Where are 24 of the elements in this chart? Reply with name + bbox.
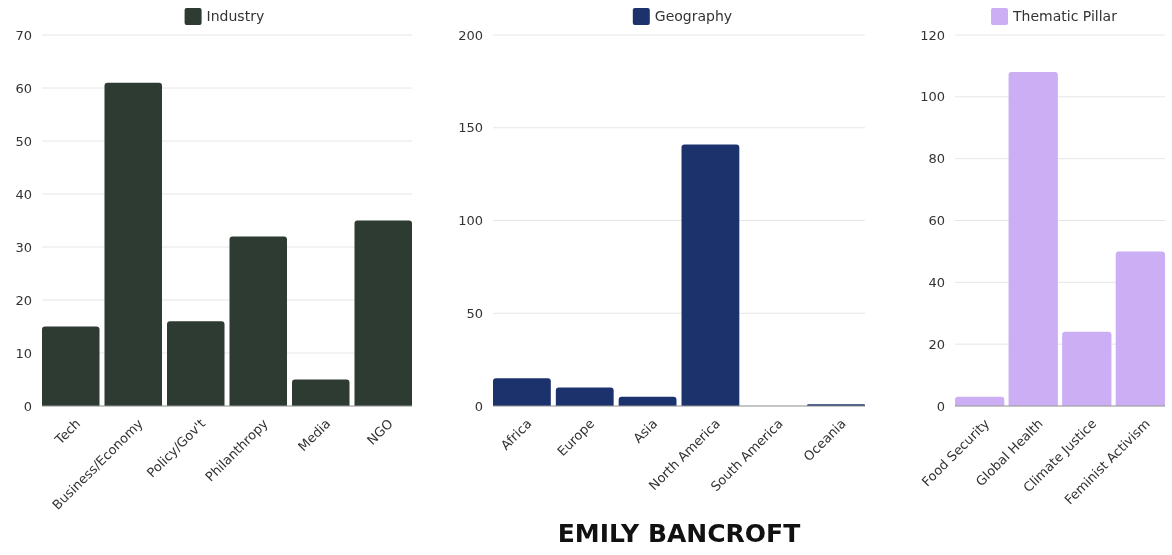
y-tick-label: 30 bbox=[15, 239, 32, 255]
legend-label: Geography bbox=[654, 7, 733, 24]
y-tick-label: 20 bbox=[928, 336, 945, 352]
y-tick-label: 50 bbox=[466, 305, 483, 321]
y-tick-label: 80 bbox=[928, 151, 945, 167]
y-tick-label: 0 bbox=[23, 398, 32, 414]
y-tick-label: 70 bbox=[15, 27, 32, 43]
y-tick-label: 100 bbox=[458, 213, 483, 229]
y-tick-label: 0 bbox=[474, 398, 483, 414]
y-tick-label: 60 bbox=[928, 213, 945, 229]
y-tick-label: 60 bbox=[15, 80, 32, 96]
y-tick-label: 20 bbox=[15, 292, 32, 308]
y-tick-label: 0 bbox=[936, 398, 945, 414]
y-tick-label: 40 bbox=[15, 186, 32, 202]
legend-label: Thematic Pillar bbox=[1012, 7, 1118, 24]
y-tick-label: 200 bbox=[458, 27, 483, 43]
y-tick-label: 100 bbox=[920, 89, 945, 105]
y-tick-label: 120 bbox=[920, 27, 945, 43]
y-tick-label: 10 bbox=[15, 345, 32, 361]
y-tick-label: 50 bbox=[15, 133, 32, 149]
text: EMILY BANCROFT bbox=[557, 519, 801, 548]
legend-label: Industry bbox=[206, 7, 265, 24]
y-tick-label: 40 bbox=[928, 274, 945, 290]
y-tick-label: 150 bbox=[458, 120, 483, 136]
